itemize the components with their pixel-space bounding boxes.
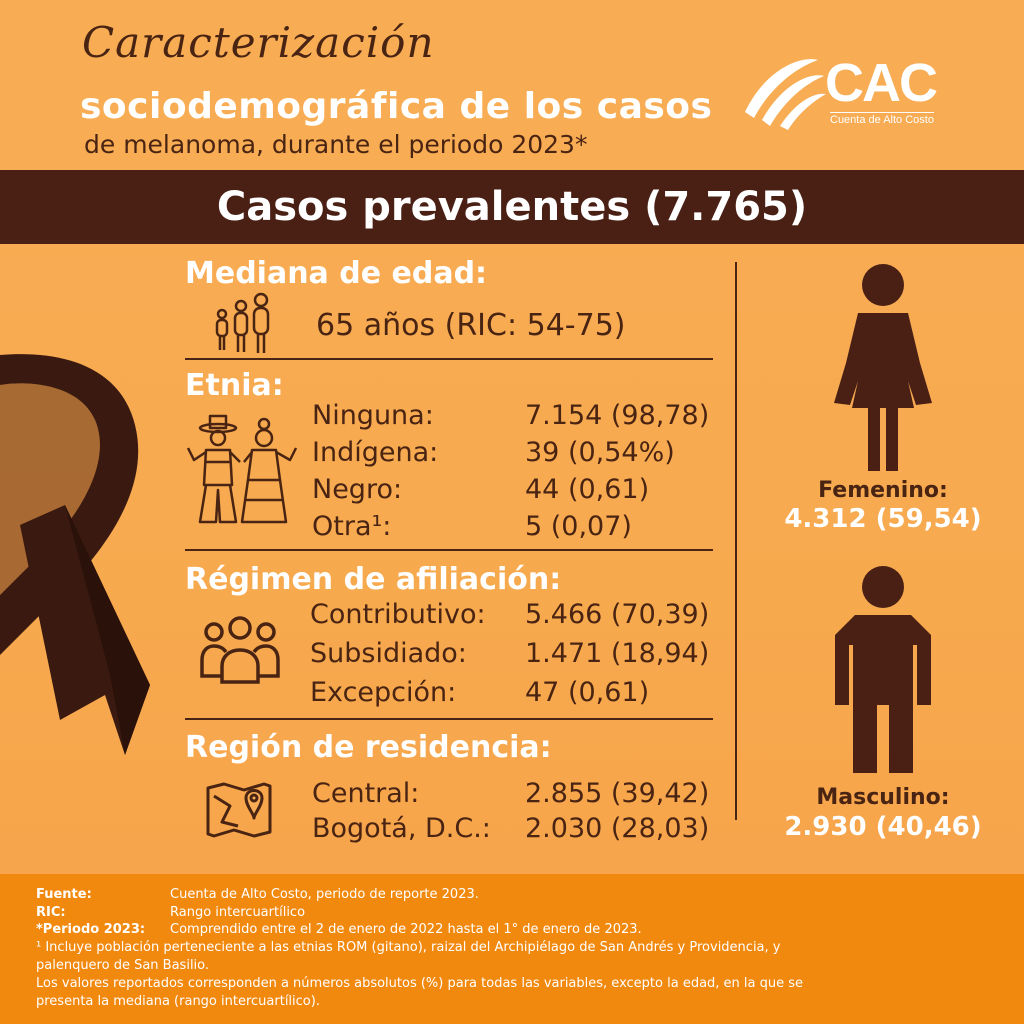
footer-period-key: *Periodo 2023: xyxy=(36,922,146,937)
ethnicity-label: Negro: xyxy=(312,474,403,505)
footer-note: Los valores reportados corresponden a nú… xyxy=(36,976,804,991)
footer-source-value: Cuenta de Alto Costo, periodo de reporte… xyxy=(170,887,479,902)
divider xyxy=(185,549,713,551)
footer-note: palenquero de San Basilio. xyxy=(36,958,210,973)
logo-subtitle: Cuenta de Alto Costo xyxy=(830,112,934,126)
title-script: Caracterización xyxy=(82,18,435,67)
logo-text: CAC xyxy=(825,53,938,113)
cac-logo-icon xyxy=(745,59,826,130)
family-icon xyxy=(215,292,270,353)
footer-ric-key: RIC: xyxy=(36,905,66,920)
regime-value: 5.466 (70,39) xyxy=(525,599,710,630)
age-value: 65 años (RIC: 54-75) xyxy=(316,308,626,343)
regime-label: Contributivo: xyxy=(310,599,486,630)
divider xyxy=(185,358,713,360)
female-label: Femenino: xyxy=(818,478,948,503)
male-label: Masculino: xyxy=(816,785,950,810)
banner-title: Casos prevalentes (7.765) xyxy=(216,184,808,230)
footer-note: presenta la mediana (rango intercuartíli… xyxy=(36,994,320,1009)
ethnicity-value: 7.154 (98,78) xyxy=(525,400,710,431)
divider xyxy=(185,718,713,720)
footer xyxy=(0,874,1024,1024)
footer-note: ¹ Incluye población perteneciente a las … xyxy=(36,940,781,955)
banner xyxy=(0,170,1024,244)
male-icon xyxy=(835,566,931,773)
group-icon xyxy=(200,616,280,684)
ethnicity-label: Otra¹: xyxy=(312,511,392,542)
region-label: Bogotá, D.C.: xyxy=(312,813,491,844)
awareness-ribbon-icon xyxy=(0,354,150,755)
regime-value: 1.471 (18,94) xyxy=(525,638,710,669)
age-title: Mediana de edad: xyxy=(185,256,488,291)
footer-period-value: Comprendido entre el 2 de enero de 2022 … xyxy=(170,922,642,937)
ethnicity-value: 44 (0,61) xyxy=(525,474,650,505)
footer-source-key: Fuente: xyxy=(36,887,92,902)
region-label: Central: xyxy=(312,778,420,809)
female-value: 4.312 (59,54) xyxy=(784,504,982,534)
regime-label: Excepción: xyxy=(310,677,457,708)
regime-title: Régimen de afiliación: xyxy=(185,562,562,597)
ethnic-couple-icon xyxy=(186,414,298,524)
ethnicity-label: Indígena: xyxy=(312,437,439,468)
title-main: sociodemográfica de los casos xyxy=(80,86,713,127)
title-subtitle: de melanoma, durante el periodo 2023* xyxy=(84,130,588,159)
ethnicity-value: 39 (0,54%) xyxy=(525,437,675,468)
ethnicity-title: Etnia: xyxy=(185,368,284,403)
male-value: 2.930 (40,46) xyxy=(784,812,982,842)
vertical-divider xyxy=(735,262,737,820)
footer-ric-value: Rango intercuartílico xyxy=(170,905,306,920)
region-title: Región de residencia: xyxy=(185,730,552,765)
ethnicity-value: 5 (0,07) xyxy=(525,511,632,542)
ethnicity-label: Ninguna: xyxy=(312,400,434,431)
female-icon xyxy=(834,264,932,471)
region-value: 2.855 (39,42) xyxy=(525,778,710,809)
map-pin-icon xyxy=(206,782,272,838)
regime-label: Subsidiado: xyxy=(310,638,467,669)
regime-value: 47 (0,61) xyxy=(525,677,650,708)
region-value: 2.030 (28,03) xyxy=(525,813,710,844)
